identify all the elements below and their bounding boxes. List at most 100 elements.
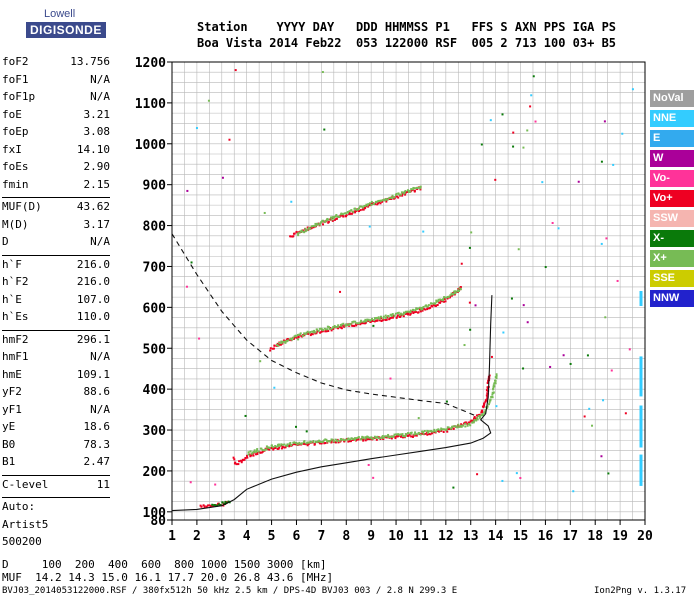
trace-point [334,438,337,441]
trace-point [340,324,343,327]
trace-point [340,438,343,441]
noise-point [522,367,525,370]
trace-point [358,322,361,325]
trace-point [296,232,299,235]
trace-point [313,329,316,332]
trace-point [364,439,367,442]
trace-point [394,436,397,439]
trace-point [312,440,315,443]
trace-point [327,220,330,223]
trace-point [284,341,287,344]
noise-point [624,412,627,415]
trace-point [467,423,470,426]
trace-point [400,193,403,196]
trace-point [417,307,420,310]
y-tick-label: 80 [150,514,166,529]
trace-point [476,416,479,419]
trace-point [454,292,457,295]
trace-point [494,376,497,379]
trace-point [442,300,445,303]
trace-point [346,324,349,327]
trace-point [354,320,357,323]
trace-point [389,196,392,199]
trace-point [252,450,255,453]
trace-point [272,447,275,450]
trace-point [213,504,216,507]
trace-point [404,432,407,435]
y-tick-label: 100 [143,506,167,521]
trace-point [363,320,366,323]
trace-point [424,432,427,435]
trace-point [337,324,340,327]
trace-point [397,192,400,195]
trace-point [374,436,377,439]
noise-point [470,231,473,234]
param-value: N/A [90,402,110,416]
trace-point [278,443,281,446]
trace-point [368,202,371,205]
param-value: 216.0 [76,257,110,271]
trace-point [292,441,295,444]
trace-point [407,313,410,316]
trace-point [267,446,270,449]
trace-point [349,440,352,443]
trace-point [478,413,481,416]
x-tick-label: 16 [538,529,554,544]
param-key: h`Es [2,310,29,323]
trace-point [493,382,496,385]
trace-point [431,302,434,305]
trace-point [421,430,424,433]
trace-point [290,338,293,341]
trace-point [323,327,326,330]
trace-point [255,450,258,453]
trace-point [425,304,428,307]
trace-point [301,334,304,337]
trace-point [302,441,305,444]
trace-point [280,447,283,450]
trace-point [452,425,455,428]
trace-point [293,443,296,446]
noise-point [189,481,192,484]
param-row: B0 78.3 [2,438,110,456]
logo-bottom-text: DIGISONDE [26,22,106,38]
trace-point [399,315,402,318]
param-separator [2,197,110,198]
trace-point [277,344,280,347]
trace-point [439,298,442,301]
trace-point [299,230,302,233]
x-tick-label: 12 [438,529,454,544]
trace-point [284,446,287,449]
trace-point [401,433,404,436]
noise-point [468,301,471,304]
trace-point [418,186,421,189]
x-tick-label: 9 [367,529,375,544]
trace-point [256,448,259,451]
trace-point [379,202,382,205]
trace-point [256,451,259,454]
trace-point [443,296,446,299]
noise-point [476,473,479,476]
x-tick-label: 20 [637,529,653,544]
param-row: foEp 3.08 [2,125,110,143]
trace-point [348,210,351,213]
trace-point [314,222,317,225]
trace-point [310,332,313,335]
trace-point [490,395,493,398]
trace-point [306,441,309,444]
distance-row: D 100 200 400 600 800 1000 1500 3000 [km… [2,558,327,571]
trace-point [277,447,280,450]
trace-point [314,225,317,228]
trace-point [402,313,405,316]
trace-point [401,193,404,196]
y-tick-label: 200 [143,465,167,480]
noise-point [494,178,497,181]
trace-point [401,436,404,439]
param-row: 500200 [2,535,110,553]
noise-point [228,138,231,141]
trace-point [246,454,249,457]
trace-point [233,462,236,465]
trace-point [384,197,387,200]
trace-point [254,453,257,456]
trace-point [350,212,353,215]
trace-point [318,440,321,443]
